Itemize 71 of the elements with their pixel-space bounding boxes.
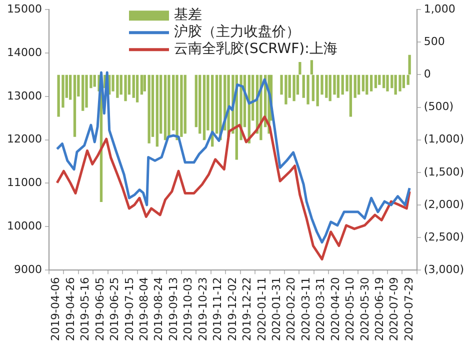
y2-tick-label: (2,500) [424, 230, 464, 244]
x-tick-label: 2020-05-30 [358, 277, 372, 342]
bar [378, 74, 381, 85]
x-tick-label: 2020-03-31 [314, 277, 328, 342]
x-tick-label: 2019-05-16 [78, 277, 92, 342]
x-tick-label: 2020-02-20 [284, 277, 298, 342]
bar [362, 74, 365, 92]
x-tick-label: 2019-06-25 [108, 277, 122, 342]
y-tick-label: 14000 [6, 46, 42, 59]
bar [398, 74, 402, 92]
x-tick-label: 2020-05-10 [344, 277, 357, 342]
x-tick-label: 2019-08-24 [152, 277, 166, 342]
y-tick-label: 9000 [14, 262, 42, 276]
bar [140, 74, 144, 95]
y2-tick-label: (500) [424, 100, 454, 114]
bar [366, 74, 368, 95]
x-tick-label: 2019-11-12 [211, 277, 224, 342]
y2-tick-label: 0 [424, 68, 431, 81]
y-tick-label: 13000 [6, 89, 42, 102]
bar [370, 74, 373, 92]
x-tick-label: 2019-12-02 [226, 277, 239, 342]
bar [402, 74, 406, 88]
bar [306, 74, 310, 104]
bar [336, 74, 340, 98]
x-tick-label: 2019-04-26 [64, 277, 77, 342]
bar [382, 74, 386, 88]
x-tick-label: 2020-07-29 [402, 277, 416, 342]
bar [357, 74, 360, 95]
x-tick-label: 2020-03-11 [299, 277, 312, 342]
bar [69, 74, 72, 100]
bar [292, 74, 296, 102]
bar [198, 74, 202, 134]
y2-tick-label: (3,000) [424, 262, 464, 276]
y-tick-label: 11000 [6, 176, 42, 190]
bar [386, 74, 389, 92]
y2-tick-label: (1,500) [424, 165, 464, 178]
bar [164, 74, 167, 140]
bar [73, 74, 76, 137]
y-tick-label: 15000 [6, 2, 42, 16]
x-tick-label: 2020-01-31 [270, 277, 283, 342]
x-tick-label: 2019-09-13 [166, 277, 180, 342]
bar [156, 74, 158, 147]
x-tick-label: 2019-04-06 [49, 277, 62, 342]
bar [202, 74, 206, 140]
bar [374, 74, 378, 88]
x-tick-label: 2019-06-05 [93, 277, 106, 342]
legend-label: 基差 [174, 7, 202, 24]
x-tick-label: 2020-01-11 [255, 277, 268, 342]
y2-tick-label: 1,000 [424, 2, 456, 16]
y-tick-label: 12000 [6, 132, 42, 146]
bar [184, 74, 186, 134]
legend-label: 云南全乳胶(SCRWF):上海 [174, 41, 338, 58]
legend-label: 沪胶（主力收盘价） [174, 24, 300, 40]
bar [168, 74, 170, 137]
y-tick-label: 10000 [6, 220, 42, 233]
y2-tick-label: (1,000) [424, 132, 464, 146]
x-tick-label: 2020-07-09 [388, 277, 401, 342]
bar [136, 74, 139, 102]
y2-tick-label: (2,000) [424, 198, 464, 211]
x-tick-label: 2019-12-22 [240, 277, 254, 342]
x-tick-label: 2020-04-20 [328, 277, 342, 342]
bar [124, 74, 127, 102]
bar [148, 74, 150, 144]
y2-tick-label: 500 [424, 35, 445, 48]
x-tick-label: 2019-10-23 [196, 277, 210, 342]
x-tick-label: 2019-08-04 [138, 277, 151, 342]
x-tick-label: 2019-10-03 [182, 277, 195, 342]
x-tick-label: 2020-06-19 [372, 277, 386, 342]
bar [349, 74, 352, 117]
bar [354, 74, 356, 98]
x-tick-label: 2019-07-15 [122, 277, 136, 342]
